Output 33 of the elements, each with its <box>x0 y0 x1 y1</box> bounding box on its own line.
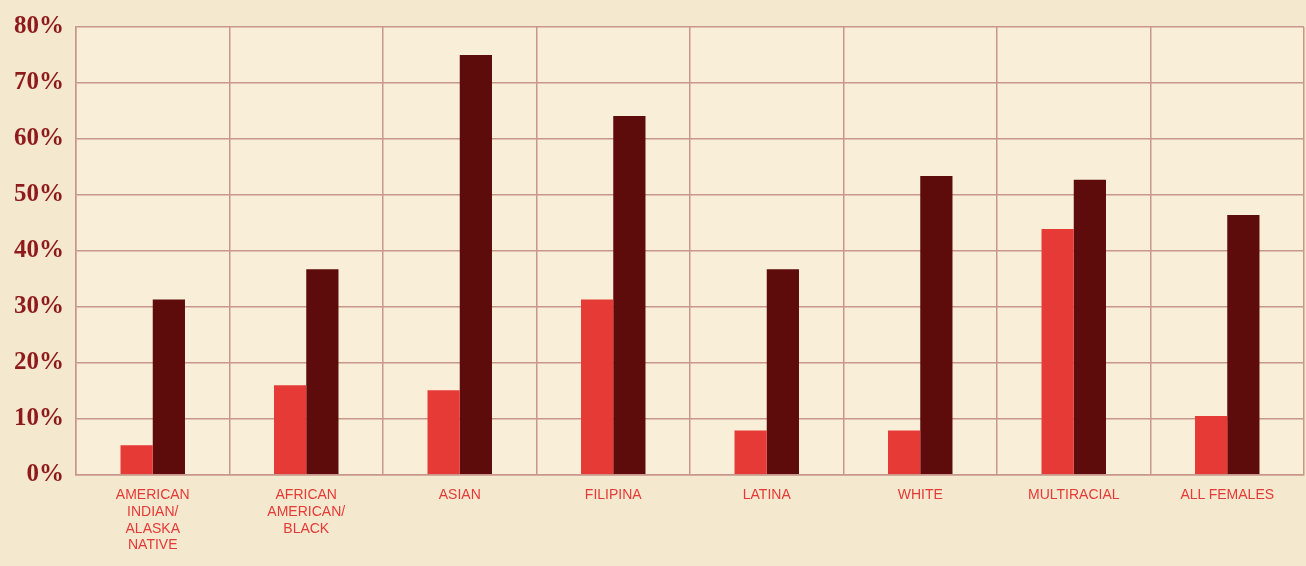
bar <box>427 390 460 475</box>
bar <box>459 54 492 475</box>
x-tick-label: AMERICAN INDIAN/ALASKA NATIVE <box>115 486 190 553</box>
bar <box>581 299 614 475</box>
y-tick-label: 40% <box>14 235 64 263</box>
y-tick-label: 50% <box>14 179 64 207</box>
x-tick-label: LATINA <box>742 486 792 503</box>
x-tick-label: AFRICAN AMERICAN/BLACK <box>267 486 346 536</box>
y-tick-label: 80% <box>14 11 64 39</box>
y-tick-label: 30% <box>14 291 64 319</box>
x-tick-label: ALL FEMALES <box>1180 486 1275 503</box>
bar <box>120 445 153 475</box>
bar <box>1195 416 1228 475</box>
bar <box>274 385 307 475</box>
x-tick-label: ASIAN <box>438 486 481 503</box>
bar <box>613 116 646 475</box>
x-tick-label: MULTIRACIAL <box>1027 486 1120 503</box>
bar <box>152 299 185 475</box>
bar <box>734 430 767 475</box>
bar <box>888 430 921 475</box>
y-tick-label: 70% <box>14 67 64 95</box>
bar <box>1227 215 1260 475</box>
y-tick-label: 60% <box>14 123 64 151</box>
y-tick-label: 20% <box>14 347 64 375</box>
bar <box>920 175 953 475</box>
bar <box>1073 179 1106 475</box>
bar <box>766 269 799 475</box>
bar <box>306 269 339 475</box>
y-tick-label: 10% <box>14 403 64 431</box>
bar <box>1041 229 1074 475</box>
x-tick-label: WHITE <box>897 486 943 503</box>
x-tick-label: FILIPINA <box>584 486 643 503</box>
y-tick-label: 0% <box>26 459 64 487</box>
